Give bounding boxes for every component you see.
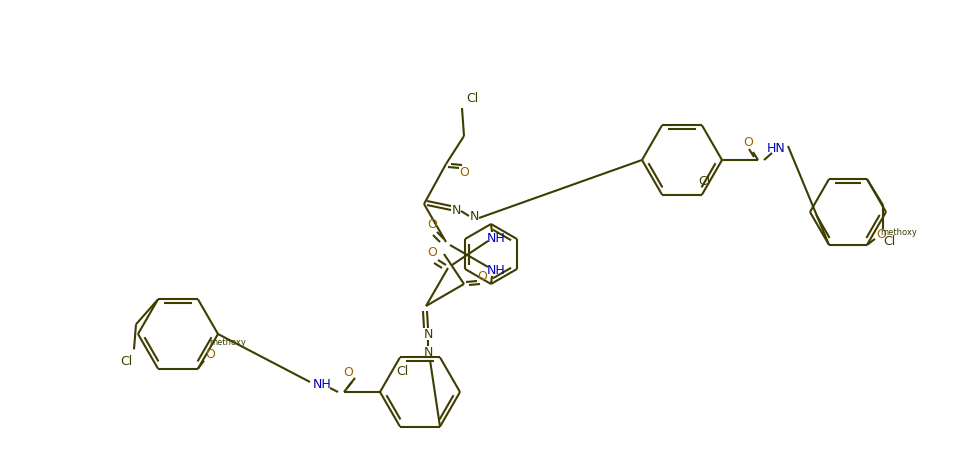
Text: N: N <box>423 327 433 340</box>
Text: O: O <box>877 228 886 241</box>
Text: HN: HN <box>766 141 785 155</box>
Text: O: O <box>427 246 437 258</box>
Text: Cl: Cl <box>396 365 409 378</box>
Text: O: O <box>743 136 753 149</box>
Text: N: N <box>469 209 479 222</box>
Text: Cl: Cl <box>466 91 479 105</box>
Text: O: O <box>477 269 487 282</box>
Text: Cl: Cl <box>883 235 895 248</box>
Text: NH: NH <box>313 377 332 390</box>
Text: O: O <box>427 218 437 230</box>
Text: Cl: Cl <box>698 175 710 188</box>
Text: O: O <box>343 366 353 378</box>
Text: NH: NH <box>486 264 505 277</box>
Text: O: O <box>205 348 215 361</box>
Text: O: O <box>459 166 469 178</box>
Text: NH: NH <box>486 231 505 245</box>
Text: N: N <box>452 204 460 217</box>
Text: methoxy: methoxy <box>210 338 246 347</box>
Text: methoxy: methoxy <box>880 228 918 238</box>
Text: Cl: Cl <box>120 355 132 368</box>
Text: N: N <box>423 346 433 358</box>
